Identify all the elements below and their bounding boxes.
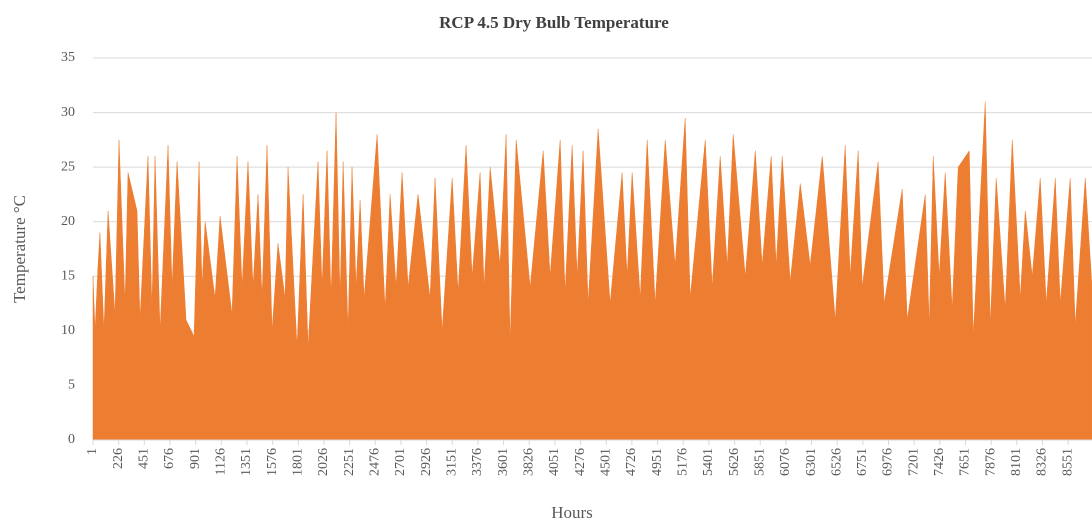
x-tick-label: 3151 bbox=[444, 448, 459, 476]
x-tick-label: 1 bbox=[85, 448, 100, 455]
x-tick-label: 3826 bbox=[521, 448, 536, 476]
x-tick-label: 8551 bbox=[1060, 448, 1075, 476]
x-tick-label: 7876 bbox=[983, 448, 998, 476]
x-tick-label: 4726 bbox=[624, 448, 639, 476]
x-axis-title: Hours bbox=[551, 503, 593, 522]
x-tick-label: 4276 bbox=[573, 448, 588, 476]
y-tick-label: 10 bbox=[61, 323, 75, 338]
x-tick-label: 3601 bbox=[496, 448, 511, 476]
x-tick-label: 1576 bbox=[265, 448, 280, 476]
y-axis-title: Temperature °C bbox=[10, 195, 29, 303]
y-tick-label: 15 bbox=[61, 269, 75, 284]
x-tick-label: 5176 bbox=[675, 448, 690, 476]
y-tick-label: 5 bbox=[68, 378, 75, 393]
chart-title: RCP 4.5 Dry Bulb Temperature bbox=[439, 13, 669, 32]
x-tick-label: 5401 bbox=[701, 448, 716, 476]
y-tick-label: 30 bbox=[61, 105, 75, 120]
area bbox=[92, 101, 1092, 441]
x-tick-label: 2926 bbox=[419, 448, 434, 476]
x-tick-label: 7426 bbox=[932, 448, 947, 476]
y-tick-label: 20 bbox=[61, 214, 75, 229]
x-tick-label: 2026 bbox=[316, 448, 331, 476]
axes: 0 5 10 15 20 25 30 35 1 226 451 676 901 1126 1351 1576 1… bbox=[61, 50, 1092, 476]
x-tick-label: 4951 bbox=[650, 448, 665, 476]
x-tick-label: 226 bbox=[111, 448, 126, 469]
x-tick-label: 6751 bbox=[855, 448, 870, 476]
x-tick-label: 8101 bbox=[1009, 448, 1024, 476]
x-tick-label: 1126 bbox=[214, 448, 229, 475]
x-tick-label: 2701 bbox=[393, 448, 408, 476]
x-tick-label: 6076 bbox=[778, 448, 793, 476]
y-tick-label: 0 bbox=[68, 432, 75, 447]
x-tick-label: 7651 bbox=[958, 448, 973, 476]
x-tick-label: 1801 bbox=[291, 448, 306, 476]
y-tick-label: 35 bbox=[61, 50, 75, 65]
x-tick-label: 6526 bbox=[829, 448, 844, 476]
plot-area bbox=[92, 101, 1092, 441]
x-tick-label: 3376 bbox=[470, 448, 485, 476]
x-tick-label: 451 bbox=[137, 448, 152, 469]
x-tick-label: 5626 bbox=[727, 448, 742, 476]
x-tick-label: 901 bbox=[188, 448, 203, 469]
x-tick-label: 4501 bbox=[598, 448, 613, 476]
x-tick-label: 6976 bbox=[881, 448, 896, 476]
x-tick-label: 1351 bbox=[239, 448, 254, 476]
x-tick-label: 2476 bbox=[368, 448, 383, 476]
x-tick-label: 7201 bbox=[906, 448, 921, 476]
x-tick-label: 2251 bbox=[342, 448, 357, 476]
x-tick-label: 8326 bbox=[1035, 448, 1050, 476]
x-tick-label: 676 bbox=[162, 448, 177, 469]
x-tick-label: 4051 bbox=[547, 448, 562, 476]
x-tick-label: 6301 bbox=[804, 448, 819, 476]
x-tick-label: 5851 bbox=[752, 448, 767, 476]
y-tick-label: 25 bbox=[61, 159, 75, 174]
